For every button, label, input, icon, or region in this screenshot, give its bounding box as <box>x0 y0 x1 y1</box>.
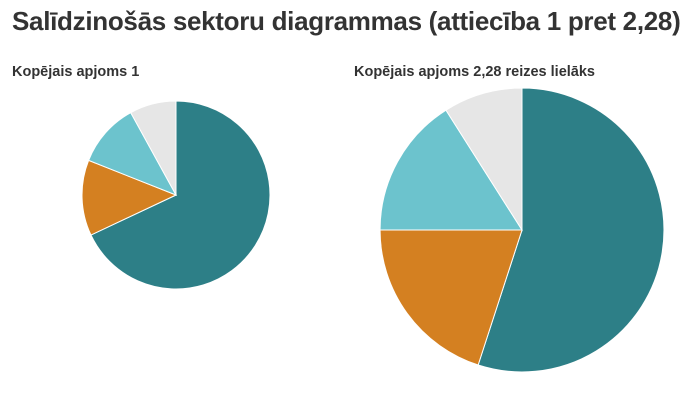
right-pie-chart <box>379 87 665 373</box>
left-pie-chart <box>81 100 271 290</box>
left-pie-slice-3 <box>87 111 178 196</box>
right-pie-slice-4 <box>445 87 523 232</box>
right-pie-slice-3 <box>379 109 523 231</box>
right-pie-title: Kopējais apjoms 2,28 reizes lielāks <box>354 64 595 80</box>
left-pie-title: Kopējais apjoms 1 <box>12 64 140 80</box>
page-title: Salīdzinošās sektoru diagrammas (attiecī… <box>12 6 681 36</box>
right-pie-slice-1 <box>477 87 665 373</box>
left-pie-slice-2 <box>81 159 178 236</box>
right-pie-slice-2 <box>379 229 523 366</box>
left-pie-slice-4 <box>130 100 177 196</box>
left-pie-slice-1 <box>90 100 271 290</box>
